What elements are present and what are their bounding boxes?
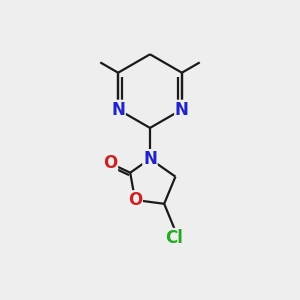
Text: N: N	[143, 150, 157, 168]
Text: N: N	[111, 100, 125, 118]
Text: Cl: Cl	[166, 229, 183, 247]
Text: N: N	[175, 100, 189, 118]
Text: O: O	[128, 191, 142, 209]
Text: O: O	[103, 154, 117, 172]
